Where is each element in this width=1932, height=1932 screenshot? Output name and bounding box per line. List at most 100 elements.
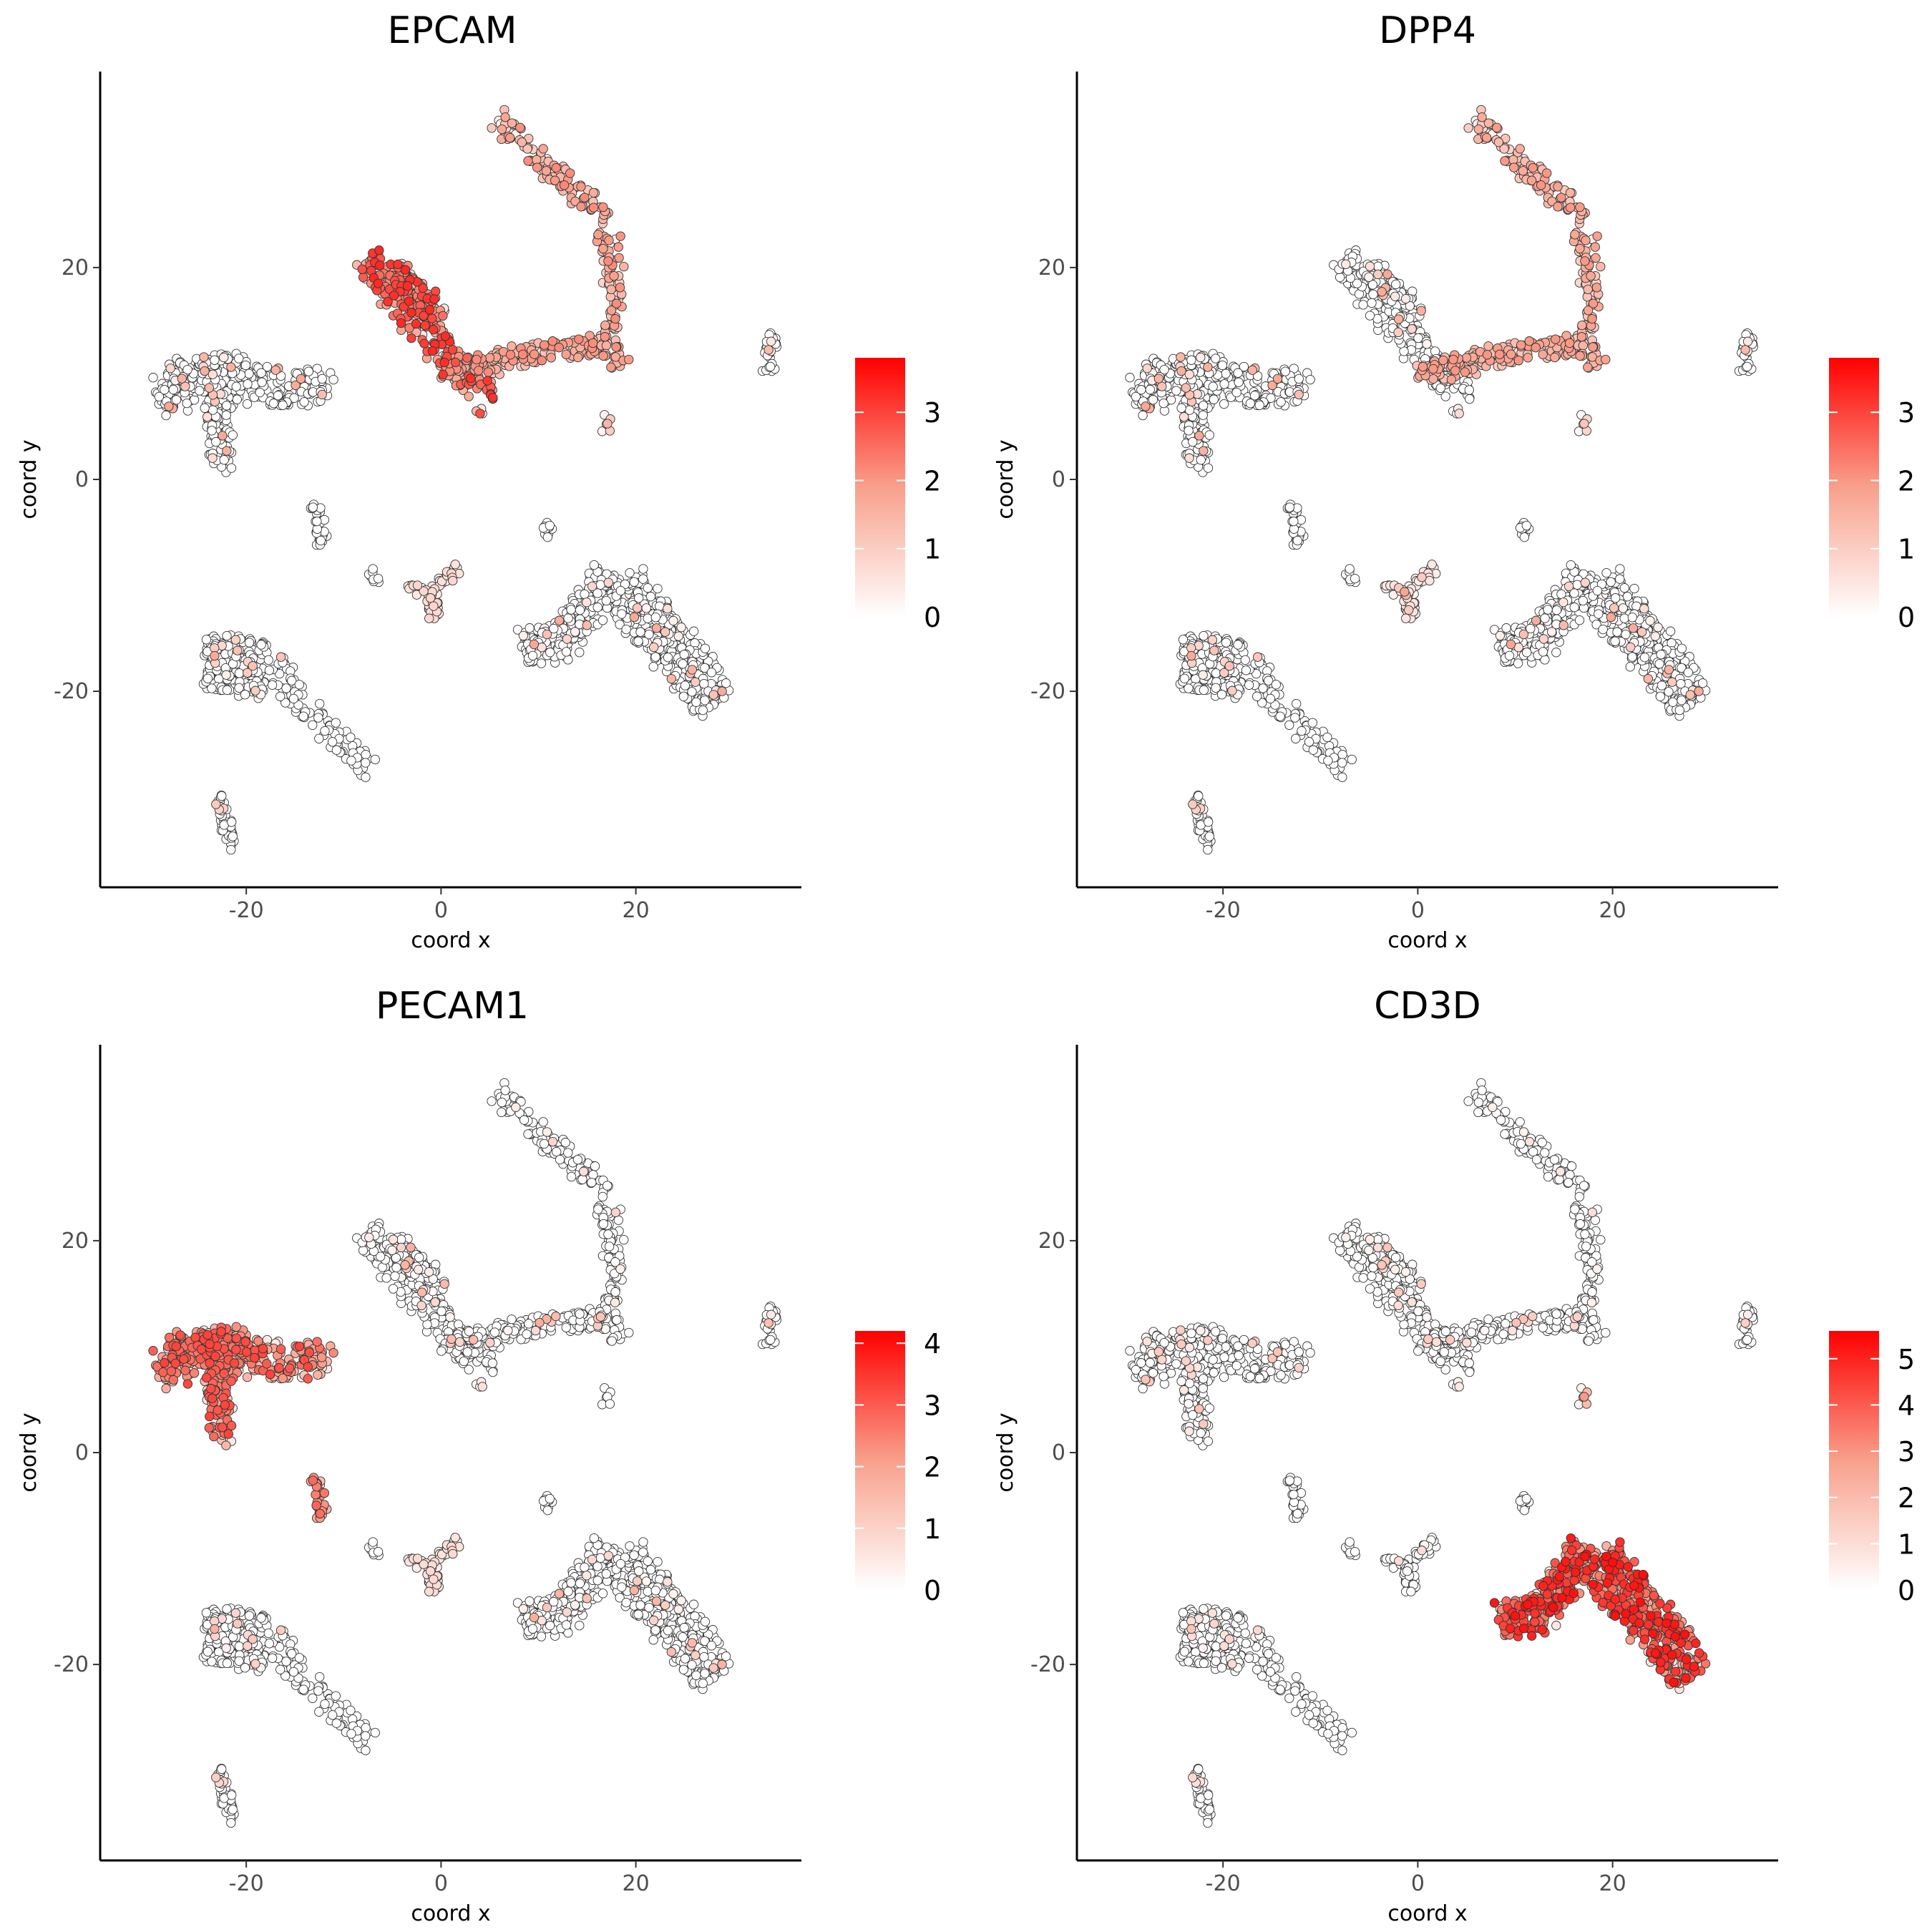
cell-point bbox=[1254, 400, 1264, 410]
cell-point bbox=[230, 635, 241, 645]
cell-point bbox=[331, 745, 341, 755]
cell-point bbox=[651, 623, 662, 633]
cell-point bbox=[1531, 343, 1541, 353]
cell-point bbox=[1227, 686, 1237, 696]
cell-point bbox=[1580, 577, 1590, 587]
cell-point bbox=[1233, 368, 1243, 378]
cell-point bbox=[1284, 502, 1295, 512]
y-tick-label: -20 bbox=[54, 679, 89, 704]
y-axis-label: coord y bbox=[16, 439, 42, 519]
cell-point bbox=[1307, 718, 1317, 728]
x-tick-label: 0 bbox=[434, 898, 448, 923]
cell-point bbox=[1194, 791, 1204, 801]
cell-point bbox=[427, 313, 437, 323]
cell-point bbox=[1292, 535, 1302, 546]
cell-point bbox=[1428, 364, 1438, 374]
cell-point bbox=[1516, 340, 1526, 350]
cell-point bbox=[1606, 612, 1616, 623]
cell-point bbox=[1609, 602, 1619, 613]
cell-point bbox=[1668, 697, 1678, 707]
cell-point bbox=[424, 613, 434, 623]
cell-point bbox=[1626, 642, 1636, 653]
cell-point bbox=[1404, 605, 1414, 615]
cell-point bbox=[1141, 401, 1151, 411]
cell-point bbox=[357, 264, 367, 274]
cell-point bbox=[517, 137, 527, 147]
cell-point bbox=[1598, 624, 1608, 635]
cell-point bbox=[598, 243, 608, 254]
cell-point bbox=[211, 799, 221, 809]
cell-point bbox=[1196, 455, 1206, 465]
cell-point bbox=[1341, 259, 1351, 269]
cell-point bbox=[358, 272, 369, 283]
cell-point bbox=[1588, 298, 1599, 308]
cell-point bbox=[1211, 353, 1221, 364]
cell-point bbox=[303, 366, 313, 376]
cell-point bbox=[168, 384, 178, 395]
cell-point bbox=[1586, 270, 1596, 281]
cell-point bbox=[1176, 366, 1186, 376]
cell-point bbox=[1637, 627, 1647, 637]
cell-point bbox=[545, 520, 555, 531]
cell-point bbox=[1493, 137, 1504, 147]
cell-point bbox=[1136, 385, 1146, 395]
cell-point bbox=[219, 352, 229, 363]
legend-tick-label: 1 bbox=[924, 534, 941, 565]
cell-point bbox=[1606, 577, 1616, 587]
cell-point bbox=[1664, 665, 1674, 675]
cell-point bbox=[226, 844, 236, 855]
cell-point bbox=[606, 362, 616, 372]
cell-point bbox=[1656, 650, 1666, 660]
cell-point bbox=[606, 284, 616, 295]
cell-point bbox=[650, 613, 660, 623]
cell-point bbox=[601, 595, 611, 606]
cell-point bbox=[1580, 256, 1590, 266]
cell-point bbox=[182, 398, 192, 409]
cell-point bbox=[210, 650, 220, 661]
cell-point bbox=[1448, 354, 1458, 365]
cell-point bbox=[315, 698, 325, 709]
cell-point bbox=[1350, 573, 1360, 584]
cell-point bbox=[1337, 749, 1347, 760]
cell-point bbox=[1224, 661, 1234, 671]
cell-point bbox=[688, 626, 699, 636]
cell-point bbox=[1556, 192, 1566, 203]
cell-point bbox=[1394, 314, 1404, 324]
cell-point bbox=[1390, 291, 1400, 301]
cell-point bbox=[1551, 648, 1561, 658]
cell-point bbox=[483, 367, 493, 377]
cell-point bbox=[1575, 202, 1585, 213]
x-tick-label: 20 bbox=[623, 898, 650, 923]
cell-point bbox=[540, 340, 550, 350]
cell-point bbox=[573, 352, 583, 363]
cell-point bbox=[1461, 353, 1472, 363]
cell-point bbox=[1528, 162, 1538, 173]
cell-point bbox=[1492, 122, 1502, 132]
cell-point bbox=[450, 357, 461, 368]
cell-point bbox=[561, 349, 571, 359]
cell-point bbox=[680, 680, 691, 691]
cell-point bbox=[1591, 283, 1602, 293]
cell-point bbox=[598, 202, 608, 213]
cell-point bbox=[1377, 287, 1387, 297]
cell-point bbox=[1515, 144, 1525, 154]
cell-point bbox=[1523, 353, 1533, 363]
cell-point bbox=[1566, 560, 1576, 570]
cell-point bbox=[1247, 365, 1257, 375]
cell-point bbox=[1413, 333, 1423, 343]
cell-point bbox=[1558, 620, 1568, 630]
cell-point bbox=[320, 726, 330, 736]
cell-point bbox=[1358, 300, 1368, 310]
cell-point bbox=[515, 122, 525, 132]
cell-point bbox=[1153, 374, 1163, 384]
cell-point bbox=[447, 345, 458, 355]
cell-point bbox=[200, 403, 210, 413]
cell-point bbox=[1148, 395, 1158, 405]
cell-point bbox=[655, 601, 665, 611]
x-tick-label: -20 bbox=[1206, 898, 1241, 923]
cell-point bbox=[294, 680, 304, 690]
cell-point bbox=[611, 342, 621, 352]
cell-point bbox=[240, 360, 251, 371]
cell-point bbox=[268, 399, 279, 409]
